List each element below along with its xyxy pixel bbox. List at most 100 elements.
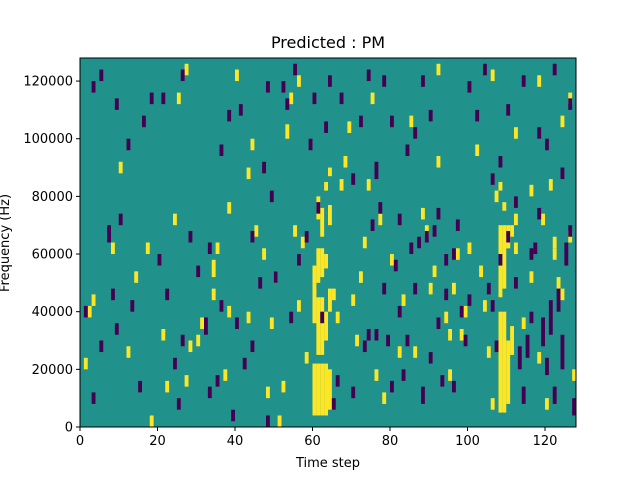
heatmap-cell-low [339,92,344,105]
heatmap-cell-high [413,346,418,358]
heatmap-cell-high [362,236,367,249]
heatmap-cell-low [552,386,557,404]
heatmap-cell-low [421,386,425,404]
heatmap-cell-low [269,190,274,203]
heatmap-cell-low [533,242,538,255]
heatmap-cell-low [525,334,530,358]
heatmap-cell-high [452,282,456,295]
heatmap-cell-low [390,115,394,128]
heatmap-cell-low [378,202,383,214]
heatmap-cell-high [514,127,518,139]
heatmap-cell-low [428,352,433,364]
heatmap-cell-low [432,225,437,237]
heatmap-cell-high [324,254,328,269]
heatmap-cell-high [514,242,518,255]
heatmap-cell-high [359,271,363,283]
heatmap-cell-low [552,63,557,76]
heatmap-cell-low [293,63,297,76]
heatmap-cell-low [235,317,239,329]
heatmap-cell-low [428,109,433,122]
heatmap-cell-low [455,219,460,231]
heatmap-cell-low [452,248,456,260]
heatmap-cell-high [316,248,321,283]
heatmap-cell-low [242,357,247,370]
plot-area [79,57,577,428]
heatmap-cell-high [91,294,96,306]
heatmap-cell-high [134,271,139,283]
heatmap-cell-low [568,98,573,110]
heatmap-cell-high [545,398,549,410]
heatmap-cell-high [498,181,503,191]
heatmap-cell-high [490,398,495,410]
heatmap-cell-low [335,375,340,387]
heatmap-cell-high [436,63,441,76]
heatmap-cell-low [490,173,495,185]
heatmap-cell-high [126,346,131,358]
heatmap-cell-high [390,254,394,266]
heatmap-cell-high [320,363,325,416]
heatmap-cell-high [304,352,309,364]
heatmap-cell-low [157,254,162,266]
heatmap-cell-low [506,230,511,243]
heatmap-cell-high [297,300,301,312]
heatmap-cell-high [463,305,468,318]
y-axis-ticks: 0 20000 40000 60000 80000 100000 120000 [23,75,80,436]
heatmap-cell-low [328,75,332,87]
heatmap-cell-low [514,277,518,289]
heatmap-cell-low [114,98,119,110]
heatmap-cell-high [374,369,379,381]
heatmap-cell-high [486,346,491,358]
heatmap-cell-low [393,259,398,272]
heatmap-cell-high [312,288,317,324]
heatmap-cell-low [91,392,96,404]
heatmap-cell-high [165,380,170,393]
x-tick-label: 40 [227,434,244,449]
heatmap-cell-high [324,311,328,341]
heatmap-cell-high [324,181,328,191]
heatmap-cell-high [200,317,204,329]
heatmap-cell-high [494,190,499,203]
heatmap-cell-high [184,375,189,387]
heatmap-cell-high [448,369,452,381]
heatmap-cell-low [262,161,266,174]
plot-frame [79,57,577,428]
heatmap-cell-low [320,311,325,324]
heatmap-cell-high [506,340,511,404]
heatmap-cell-high [328,369,332,410]
heatmap-cell-high [529,184,534,197]
heatmap-cell-high [328,288,332,312]
heatmap-cell-low [281,81,286,93]
heatmap-cell-low [165,288,170,301]
y-axis-label: Frequency (Hz) [0,194,13,292]
heatmap-cell-high [196,334,201,347]
heatmap-cell-high [227,202,232,214]
heatmap-cell-low [467,81,472,93]
heatmap-cell-high [281,380,286,393]
heatmap-cell-low [219,300,224,312]
heatmap-cell-low [572,398,576,416]
heatmap-cell-low [173,357,177,370]
heatmap-cell-low [207,242,212,255]
heatmap-cell-low [250,340,255,353]
heatmap-cell-low [545,138,549,151]
heatmap-cell-low [273,271,278,283]
heatmap-cell-high [223,369,228,381]
heatmap-cell-low [405,144,410,157]
heatmap-cell-high [421,207,425,220]
heatmap-cell-low [548,300,553,335]
x-tick-label: 20 [149,434,166,449]
heatmap-cell-low [285,98,290,110]
heatmap-cell-low [397,213,402,226]
heatmap-cell-high [378,213,383,226]
heatmap-cell-low [219,144,224,157]
y-tick-label: 0 [65,421,73,436]
heatmap-cell-high [529,271,534,283]
heatmap-cell-high [455,248,460,260]
heatmap-cell-high [266,386,270,399]
heatmap-cell-low [506,104,511,116]
heatmap-cell-low [99,340,104,353]
heatmap-cell-low [424,230,429,243]
heatmap-cell-low [382,282,387,295]
x-tick-label: 0 [76,434,84,449]
heatmap-cell-high [448,328,452,341]
